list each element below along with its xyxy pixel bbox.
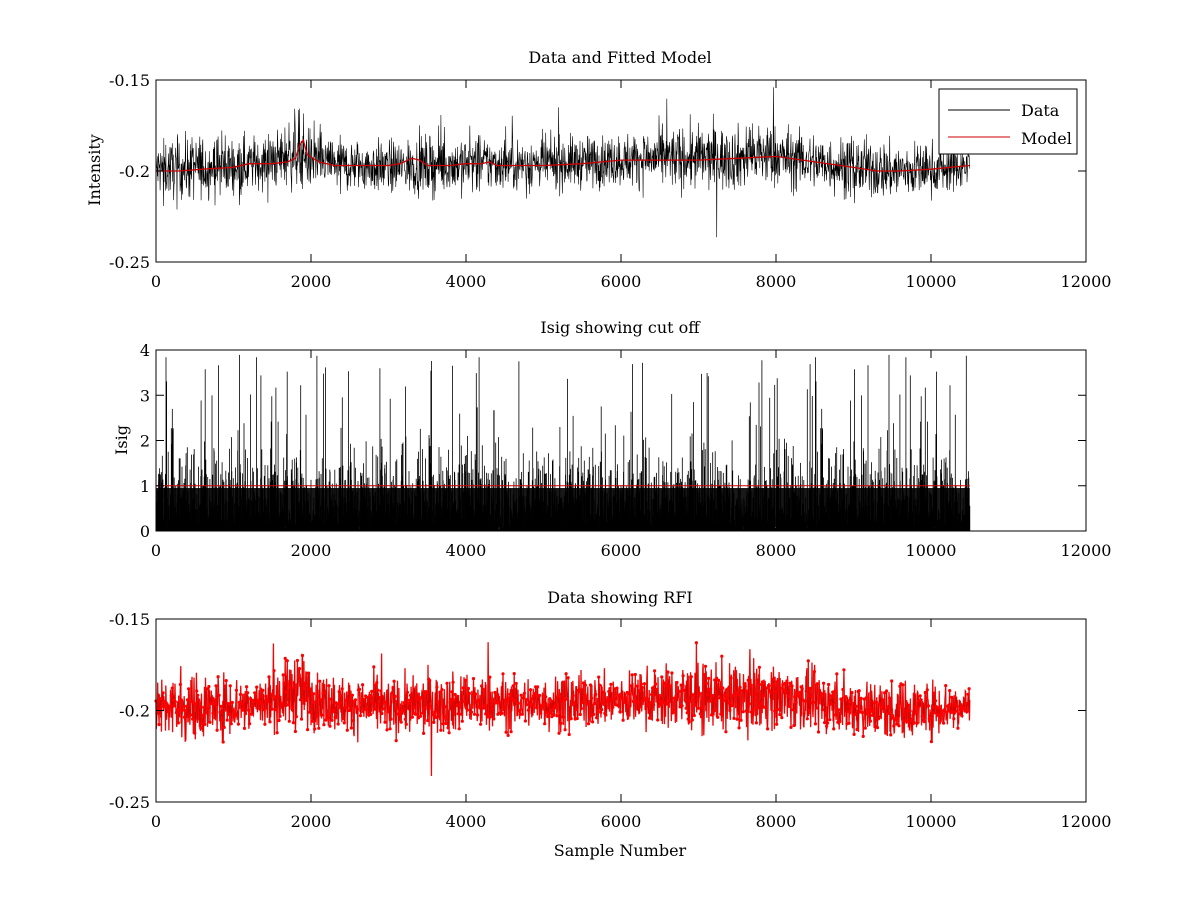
plot-area (155, 87, 971, 238)
x-tick-label: 12000 (1061, 541, 1112, 560)
y-tick-label: 2 (140, 432, 150, 451)
y-tick-label: 0 (140, 522, 150, 541)
legend-label-data: Data (1021, 101, 1060, 120)
plot-area (155, 354, 971, 531)
x-tick-label: 0 (151, 812, 161, 831)
data-point (287, 719, 291, 723)
subplot-title: Data showing RFI (547, 588, 692, 607)
x-tick-label: 6000 (601, 541, 642, 560)
y-tick-label: -0.15 (109, 71, 150, 90)
y-axis-label: Isig (112, 425, 131, 455)
subplot-data-showing-rfi: Data showing RFI Sample Number 0 2000 4000… (109, 588, 1111, 860)
legend-label-model: Model (1021, 129, 1072, 148)
subplot-title: Isig showing cut off (540, 318, 701, 337)
series-line-data (155, 87, 971, 238)
data-point (291, 721, 295, 725)
legend-box (938, 88, 1078, 155)
subplot-data-and-fitted-model: Data and Fitted Model Intensity 0 2000 400… (85, 48, 1111, 291)
x-tick-label: 2000 (291, 541, 332, 560)
legend: Data Model (938, 88, 1078, 155)
axis-ticks: 0 2000 4000 6000 8000 10000 12000 -0.15 -0.2 -0.2… (109, 71, 1111, 291)
data-point (322, 723, 326, 727)
x-tick-label: 2000 (291, 272, 332, 291)
x-tick-label: 12000 (1061, 272, 1112, 291)
x-tick-label: 6000 (601, 812, 642, 831)
x-tick-label: 10000 (906, 541, 957, 560)
x-axis-label: Sample Number (554, 841, 687, 860)
x-tick-label: 0 (151, 272, 161, 291)
x-tick-label: 4000 (446, 812, 487, 831)
x-tick-label: 2000 (291, 812, 332, 831)
series-markers (154, 641, 971, 777)
x-tick-label: 6000 (601, 272, 642, 291)
x-tick-label: 4000 (446, 272, 487, 291)
axis-ticks: 0 2000 4000 6000 8000 10000 12000 0 1 2 3 4 (140, 341, 1112, 560)
y-tick-label: -0.25 (109, 253, 150, 272)
y-axis-label: Intensity (85, 134, 104, 206)
x-tick-label: 0 (151, 541, 161, 560)
data-point (504, 730, 508, 734)
x-tick-label: 8000 (756, 812, 797, 831)
series-line-model (156, 138, 970, 172)
x-tick-label: 8000 (756, 541, 797, 560)
subplot-isig-showing-cut-off: Isig showing cut off Isig 0 2000 4000 6000 8… (112, 318, 1111, 560)
x-tick-label: 8000 (756, 272, 797, 291)
axis-ticks: 0 2000 4000 6000 8000 10000 12000 -0.15 -0.2 -0.2… (109, 610, 1111, 831)
data-point (557, 731, 561, 735)
data-point (724, 730, 728, 734)
data-point (735, 717, 739, 721)
series-marker-trace (155, 642, 971, 777)
y-tick-label: 3 (140, 386, 150, 405)
x-tick-label: 12000 (1061, 812, 1112, 831)
y-tick-label: -0.25 (109, 793, 150, 812)
plot-area (154, 641, 971, 777)
x-tick-label: 4000 (446, 541, 487, 560)
data-point (563, 728, 567, 732)
subplot-title: Data and Fitted Model (528, 48, 711, 67)
y-tick-label: -0.2 (119, 702, 150, 721)
x-tick-label: 10000 (906, 812, 957, 831)
y-tick-label: 4 (140, 341, 150, 360)
data-point (509, 730, 513, 734)
x-tick-label: 10000 (906, 272, 957, 291)
isig-dense-band (156, 488, 970, 528)
y-tick-label: 1 (140, 477, 150, 496)
y-tick-label: -0.15 (109, 610, 150, 629)
y-tick-label: -0.2 (119, 162, 150, 181)
